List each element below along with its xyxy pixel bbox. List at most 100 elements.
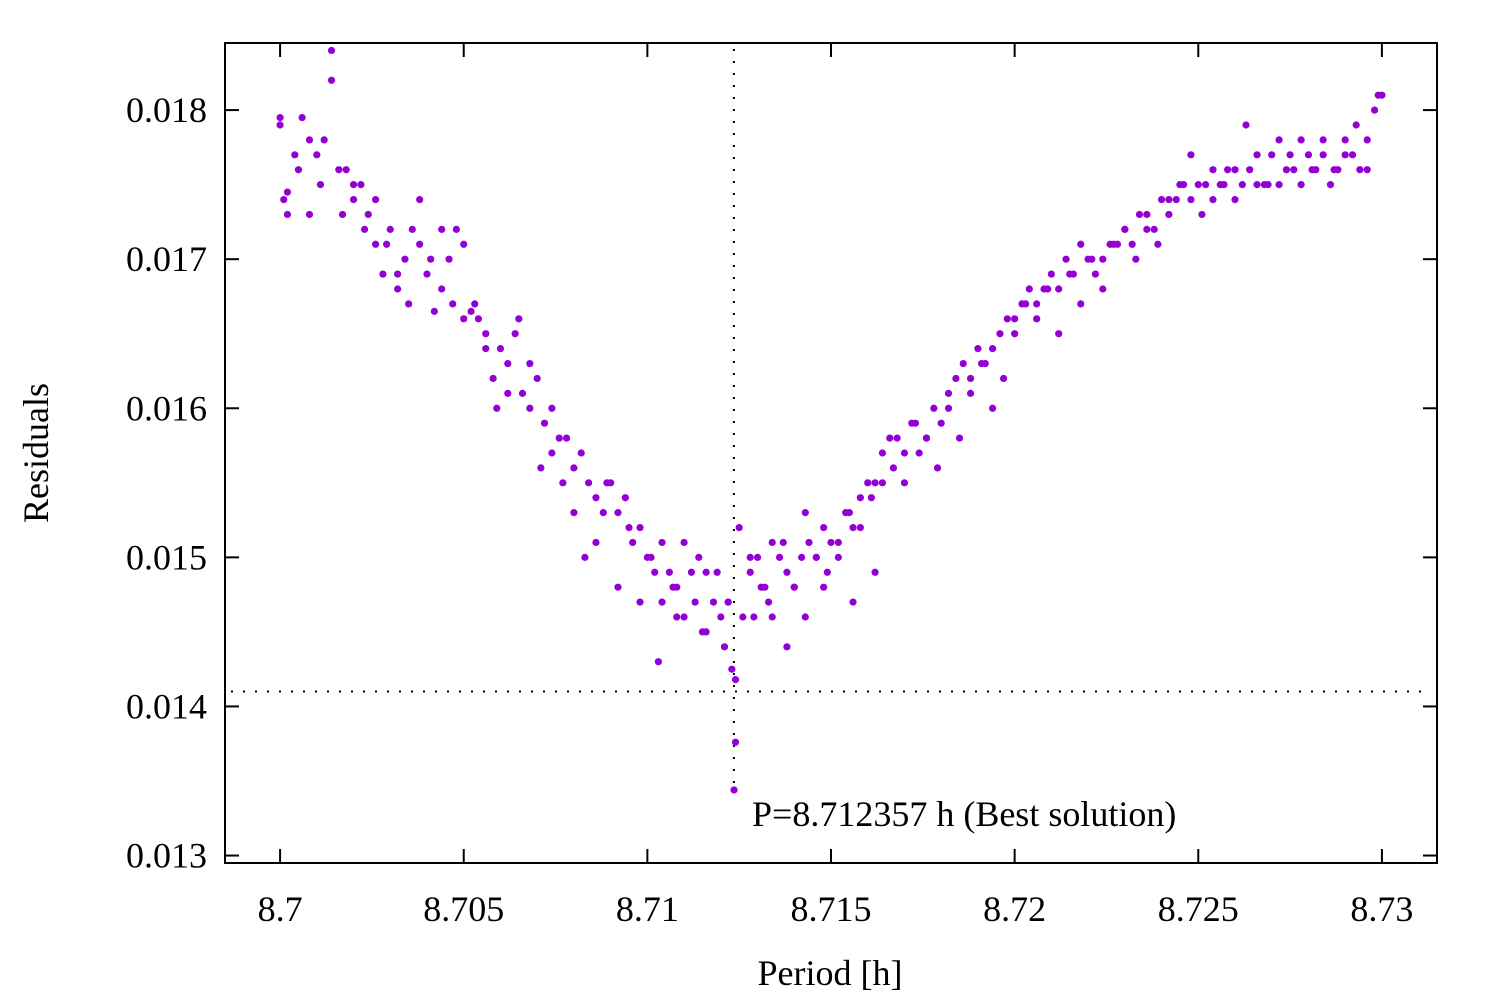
data-point [1370, 106, 1379, 114]
data-point [1341, 151, 1349, 159]
data-point [647, 553, 655, 561]
data-point [493, 404, 501, 412]
data-point [739, 613, 747, 621]
data-point [750, 613, 758, 621]
data-point [467, 307, 475, 315]
data-point [1198, 210, 1206, 219]
data-point [1022, 300, 1030, 308]
data-point [893, 434, 901, 442]
data-point [728, 665, 736, 673]
data-point [1341, 136, 1349, 144]
data-point [1268, 151, 1276, 159]
data-point [515, 315, 523, 323]
data-point [320, 136, 328, 144]
data-point [915, 449, 923, 457]
data-point [357, 181, 365, 189]
x-tick-label: 8.71 [616, 889, 679, 929]
data-point [1363, 166, 1371, 174]
data-point [430, 307, 438, 315]
data-point [768, 613, 776, 621]
data-point [724, 598, 732, 606]
data-point [820, 523, 828, 532]
data-point [1150, 225, 1158, 233]
data-point [713, 568, 721, 576]
data-point [878, 479, 887, 487]
data-point [1000, 374, 1008, 383]
data-point [966, 389, 975, 397]
x-tick-label: 8.73 [1350, 889, 1413, 929]
data-point [1209, 195, 1217, 204]
data-point [900, 449, 909, 457]
data-point [1062, 255, 1070, 263]
plot-frame [224, 42, 1438, 864]
data-point [820, 583, 828, 591]
data-point [775, 553, 784, 561]
data-point [944, 404, 953, 412]
data-point [1025, 285, 1033, 293]
data-point [383, 240, 391, 248]
data-point [1077, 240, 1085, 248]
data-point [625, 523, 633, 532]
data-point [944, 389, 953, 397]
data-point [1194, 181, 1202, 189]
data-point [364, 210, 372, 219]
data-point [1091, 270, 1100, 278]
data-point [291, 151, 299, 159]
data-point [665, 568, 674, 576]
data-point [654, 658, 662, 666]
data-point [856, 494, 864, 502]
data-point [702, 568, 710, 576]
data-point [276, 113, 284, 122]
data-point [562, 434, 571, 442]
data-point [1165, 210, 1173, 219]
data-point [360, 225, 369, 233]
data-point [482, 330, 490, 338]
data-point [757, 583, 765, 591]
data-point [629, 538, 637, 547]
data-point [1319, 151, 1327, 159]
data-point [1132, 255, 1140, 263]
data-point [496, 345, 505, 353]
data-point [864, 479, 872, 487]
data-point [526, 404, 534, 412]
data-point [1176, 181, 1184, 189]
data-point [1326, 181, 1335, 189]
data-point [937, 419, 945, 427]
data-point [658, 538, 666, 547]
data-point [1143, 225, 1151, 233]
data-point [349, 181, 358, 189]
tick-marks [225, 43, 1437, 863]
data-point [438, 225, 446, 233]
data-point [592, 494, 600, 502]
x-axis-label: Period [h] [758, 953, 903, 993]
data-point [1165, 195, 1173, 204]
data-point [283, 188, 292, 196]
data-point [746, 553, 754, 561]
data-point [1363, 136, 1371, 144]
data-point [460, 240, 468, 248]
data-point [504, 389, 512, 397]
data-point [1044, 285, 1052, 293]
data-point [952, 374, 960, 383]
data-point [1011, 315, 1019, 323]
data-point [834, 538, 842, 547]
data-point [798, 553, 806, 561]
data-point [559, 479, 567, 487]
data-point [449, 300, 457, 308]
data-point [1238, 181, 1246, 189]
data-point [669, 583, 677, 591]
data-point [911, 419, 920, 427]
data-point [482, 345, 490, 353]
x-tick-label: 8.72 [983, 889, 1046, 929]
data-point [856, 523, 864, 532]
x-tick-label: 8.7 [258, 889, 303, 929]
data-point [504, 359, 512, 368]
data-point [1033, 300, 1041, 308]
data-point [720, 643, 729, 651]
data-point [327, 46, 336, 55]
data-point [1330, 166, 1338, 174]
data-point [298, 113, 306, 122]
data-point [1033, 315, 1041, 323]
data-point [416, 240, 424, 248]
data-point [621, 494, 629, 502]
